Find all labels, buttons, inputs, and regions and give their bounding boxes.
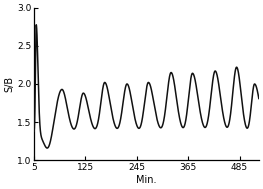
- X-axis label: Min.: Min.: [136, 175, 157, 185]
- Y-axis label: S/B: S/B: [4, 76, 14, 92]
